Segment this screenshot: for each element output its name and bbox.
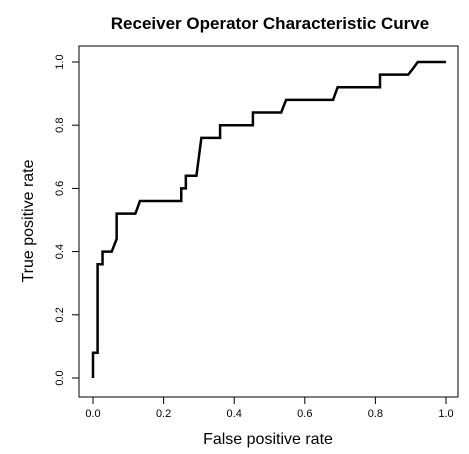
roc-curve-line <box>91 60 446 378</box>
y-axis: 0.0 0.2 0.4 0.6 0.8 1.0 <box>54 54 80 386</box>
x-tick-label: 0.2 <box>156 408 171 420</box>
y-tick-label: 0.2 <box>54 307 66 322</box>
y-tick-label: 0.0 <box>54 370 66 385</box>
x-tick-label: 1.0 <box>438 408 453 420</box>
plot-frame <box>78 45 459 398</box>
y-tick-label: 0.6 <box>54 181 66 196</box>
x-axis-label: False positive rate <box>203 431 333 448</box>
x-tick-label: 0.4 <box>227 408 242 420</box>
y-tick-label: 0.8 <box>54 118 66 133</box>
y-tick-label: 0.4 <box>54 244 66 259</box>
x-tick-label: 0.8 <box>368 408 383 420</box>
x-tick-label: 0.6 <box>297 408 312 420</box>
x-axis: 0.0 0.2 0.4 0.6 0.8 1.0 <box>85 396 454 420</box>
y-axis-label: True positive rate <box>20 159 37 282</box>
chart-title: Receiver Operator Characteristic Curve <box>111 14 429 33</box>
y-tick-label: 1.0 <box>54 54 66 69</box>
x-tick-label: 0.0 <box>85 408 100 420</box>
